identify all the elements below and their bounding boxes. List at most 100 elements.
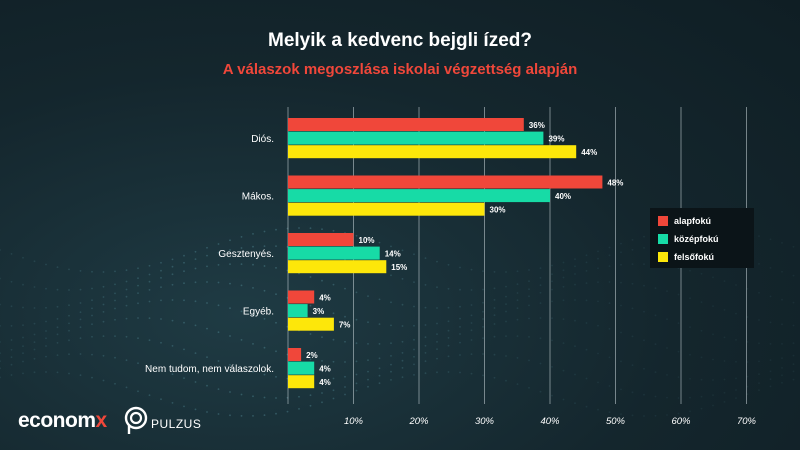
background-dot <box>792 378 795 381</box>
background-dot <box>10 280 13 283</box>
background-dot <box>355 373 358 376</box>
bars-group <box>288 118 603 389</box>
background-dot <box>769 343 772 345</box>
background-dot <box>102 303 105 306</box>
background-dot <box>367 378 369 381</box>
background-dot <box>608 302 611 305</box>
background-dot <box>263 373 266 376</box>
background-dot <box>390 363 392 366</box>
background-dot <box>562 276 565 279</box>
background-dot <box>378 357 381 360</box>
background-dot <box>367 238 369 240</box>
background-dot <box>597 281 599 284</box>
background-dot <box>781 242 783 244</box>
background-dot <box>321 279 323 282</box>
background-dot <box>355 342 358 345</box>
background-dot <box>79 337 82 340</box>
background-dot <box>390 355 392 357</box>
background-dot <box>137 390 139 393</box>
background-dot <box>505 335 507 337</box>
background-dot <box>482 301 484 304</box>
background-dot <box>102 320 105 323</box>
background-dot <box>436 348 438 350</box>
background-dot <box>125 280 128 283</box>
background-dot <box>516 270 519 273</box>
background-dot <box>712 404 714 407</box>
background-dot <box>620 413 622 415</box>
x-tick-label: 20% <box>408 416 429 427</box>
background-dot <box>585 270 588 272</box>
background-dot <box>137 277 139 280</box>
background-dot <box>194 381 197 383</box>
chart-title: Melyik a kedvenc bejgli ízed? <box>268 30 532 51</box>
background-dot <box>355 234 358 237</box>
background-dot <box>470 314 473 317</box>
background-dot <box>240 284 243 287</box>
background-dot <box>689 297 691 300</box>
background-dot <box>125 359 128 362</box>
background-dot <box>413 281 415 283</box>
background-dot <box>447 337 450 339</box>
background-dot <box>252 314 254 316</box>
background-dot <box>781 343 783 345</box>
background-dot <box>528 304 530 307</box>
background-dot <box>217 243 220 245</box>
background-dot <box>493 376 496 379</box>
background-dot <box>321 401 323 404</box>
background-dot <box>505 285 507 288</box>
background-dot <box>401 278 404 280</box>
background-dot <box>355 318 358 321</box>
category-label: Egyéb. <box>243 306 274 317</box>
background-dot <box>666 396 668 399</box>
data-label: 48% <box>607 178 623 187</box>
background-dot <box>436 286 438 289</box>
background-dot <box>171 258 174 261</box>
background-dot <box>344 340 346 343</box>
background-dot <box>401 367 404 369</box>
background-dot <box>459 326 461 328</box>
background-dot <box>470 304 473 306</box>
background-dot <box>735 397 737 399</box>
background-dot <box>608 246 611 249</box>
background-dot <box>171 345 174 347</box>
background-dot <box>344 393 346 396</box>
background-dot <box>677 322 680 325</box>
background-dot <box>551 300 553 303</box>
background-dot <box>137 302 139 305</box>
background-dot <box>551 280 553 283</box>
background-dot <box>470 289 473 291</box>
background-dot <box>631 282 634 285</box>
background-dot <box>148 264 151 267</box>
background-dot <box>10 374 13 376</box>
background-dot <box>102 285 105 288</box>
background-dot <box>562 261 565 264</box>
background-dot <box>344 386 346 388</box>
background-dot <box>424 352 427 354</box>
background-dot <box>712 379 714 381</box>
background-dot <box>666 414 668 416</box>
background-dot <box>390 342 392 345</box>
background-dot <box>148 339 151 342</box>
background-dot <box>597 250 599 253</box>
background-dot <box>585 377 588 380</box>
background-dot <box>148 273 151 276</box>
background-dot <box>344 375 346 378</box>
background-dot <box>620 360 622 363</box>
legend-item-kozepfoku: középfokú <box>650 230 754 248</box>
background-dot <box>160 299 162 302</box>
background-dot <box>321 336 323 338</box>
background-dot <box>263 318 266 320</box>
background-dot <box>332 397 335 400</box>
background-dot <box>160 318 162 320</box>
background-dot <box>401 376 404 378</box>
background-dot <box>459 333 461 335</box>
background-dot <box>666 374 668 376</box>
background-dot <box>45 263 47 266</box>
background-dot <box>137 317 139 319</box>
x-tick-label: 70% <box>737 416 757 427</box>
background-dot <box>79 326 82 329</box>
background-dot <box>240 263 243 265</box>
background-dot <box>183 405 185 408</box>
background-dot <box>735 339 737 341</box>
background-dot <box>217 304 220 307</box>
